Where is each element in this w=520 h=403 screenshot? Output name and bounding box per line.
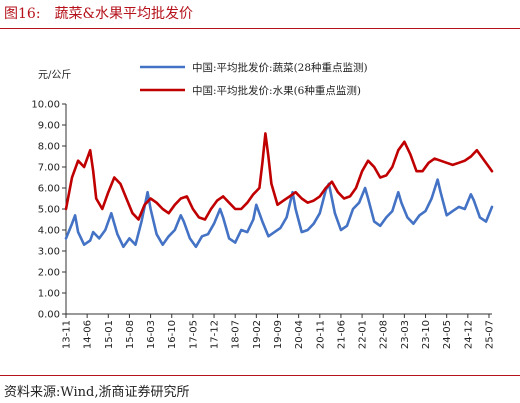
- x-tick-label: 18-07: [231, 320, 242, 349]
- legend-label-fruits: 中国:平均批发价:水果(6种重点监测): [192, 84, 361, 97]
- y-tick-label: 0.00: [38, 310, 60, 321]
- x-tick-label: 21-06: [336, 320, 347, 349]
- legend-label-vegetables: 中国:平均批发价:蔬菜(28种重点监测): [192, 61, 368, 74]
- x-tick-label: 25-07: [484, 320, 495, 349]
- x-tick-label: 17-12: [210, 320, 221, 349]
- source-note: 资料来源:Wind,浙商证券研究所: [4, 385, 190, 400]
- vegetable-price-line: [64, 178, 494, 249]
- y-tick-label: 8.00: [38, 142, 60, 153]
- x-tick-label: 24-12: [463, 320, 474, 349]
- x-tick-label: 19-02: [252, 320, 263, 349]
- y-tick-label: 1.00: [38, 289, 60, 300]
- figure-label: 图16:: [4, 6, 41, 22]
- x-tick-label: 16-03: [146, 320, 157, 349]
- figure-title: 图16: 蔬菜&水果平均批发价: [4, 3, 193, 23]
- x-tick-label: 14-06: [83, 320, 94, 349]
- y-tick-label: 3.00: [38, 247, 60, 258]
- y-axis-unit-label: 元/公斤: [38, 69, 71, 81]
- x-tick-label: 16-10: [167, 320, 178, 349]
- title-rule: [0, 28, 520, 29]
- x-tick-label: 20-11: [315, 320, 326, 349]
- series-lines: [64, 132, 494, 249]
- x-tick-label: 15-08: [125, 320, 136, 349]
- x-tick-label: 24-05: [442, 320, 453, 349]
- y-tick-label: 4.00: [38, 226, 60, 237]
- x-tick-label: 22-08: [379, 320, 390, 349]
- x-tick-label: 15-01: [104, 320, 115, 349]
- x-tick-label: 19-09: [273, 320, 284, 349]
- x-tick-label: 22-01: [358, 320, 369, 349]
- x-tick-label: 20-04: [294, 320, 305, 349]
- x-tick-label: 13-11: [62, 320, 73, 349]
- x-tick-label: 23-10: [421, 320, 432, 349]
- y-tick-label: 9.00: [38, 121, 60, 132]
- y-tick-label: 7.00: [38, 163, 60, 174]
- figure-title-text: 蔬菜&水果平均批发价: [54, 6, 193, 22]
- y-tick-label: 2.00: [38, 268, 60, 279]
- fruit-price-line: [64, 132, 494, 221]
- x-axis: 13-11 14-06 15-01 15-08 16-03 16-10 17-05 17-12…: [62, 313, 495, 349]
- y-axis: 0.00 1.00 2.00 3.00 4.00 5.00 6.00 7.00 8.00 9.00…: [31, 100, 67, 321]
- y-tick-label: 10.00: [31, 100, 60, 111]
- footer-rule: [0, 375, 520, 376]
- line-chart: 中国:平均批发价:蔬菜(28种重点监测)中国:平均批发价:水果(6种重点监测) …: [31, 61, 495, 349]
- y-tick-label: 6.00: [38, 184, 60, 195]
- x-tick-label: 23-03: [400, 320, 411, 349]
- legend: 中国:平均批发价:蔬菜(28种重点监测) 中国:平均批发价:水果(6种重点监测): [140, 61, 368, 97]
- y-tick-label: 5.00: [38, 205, 60, 216]
- x-tick-label: 17-05: [188, 320, 199, 349]
